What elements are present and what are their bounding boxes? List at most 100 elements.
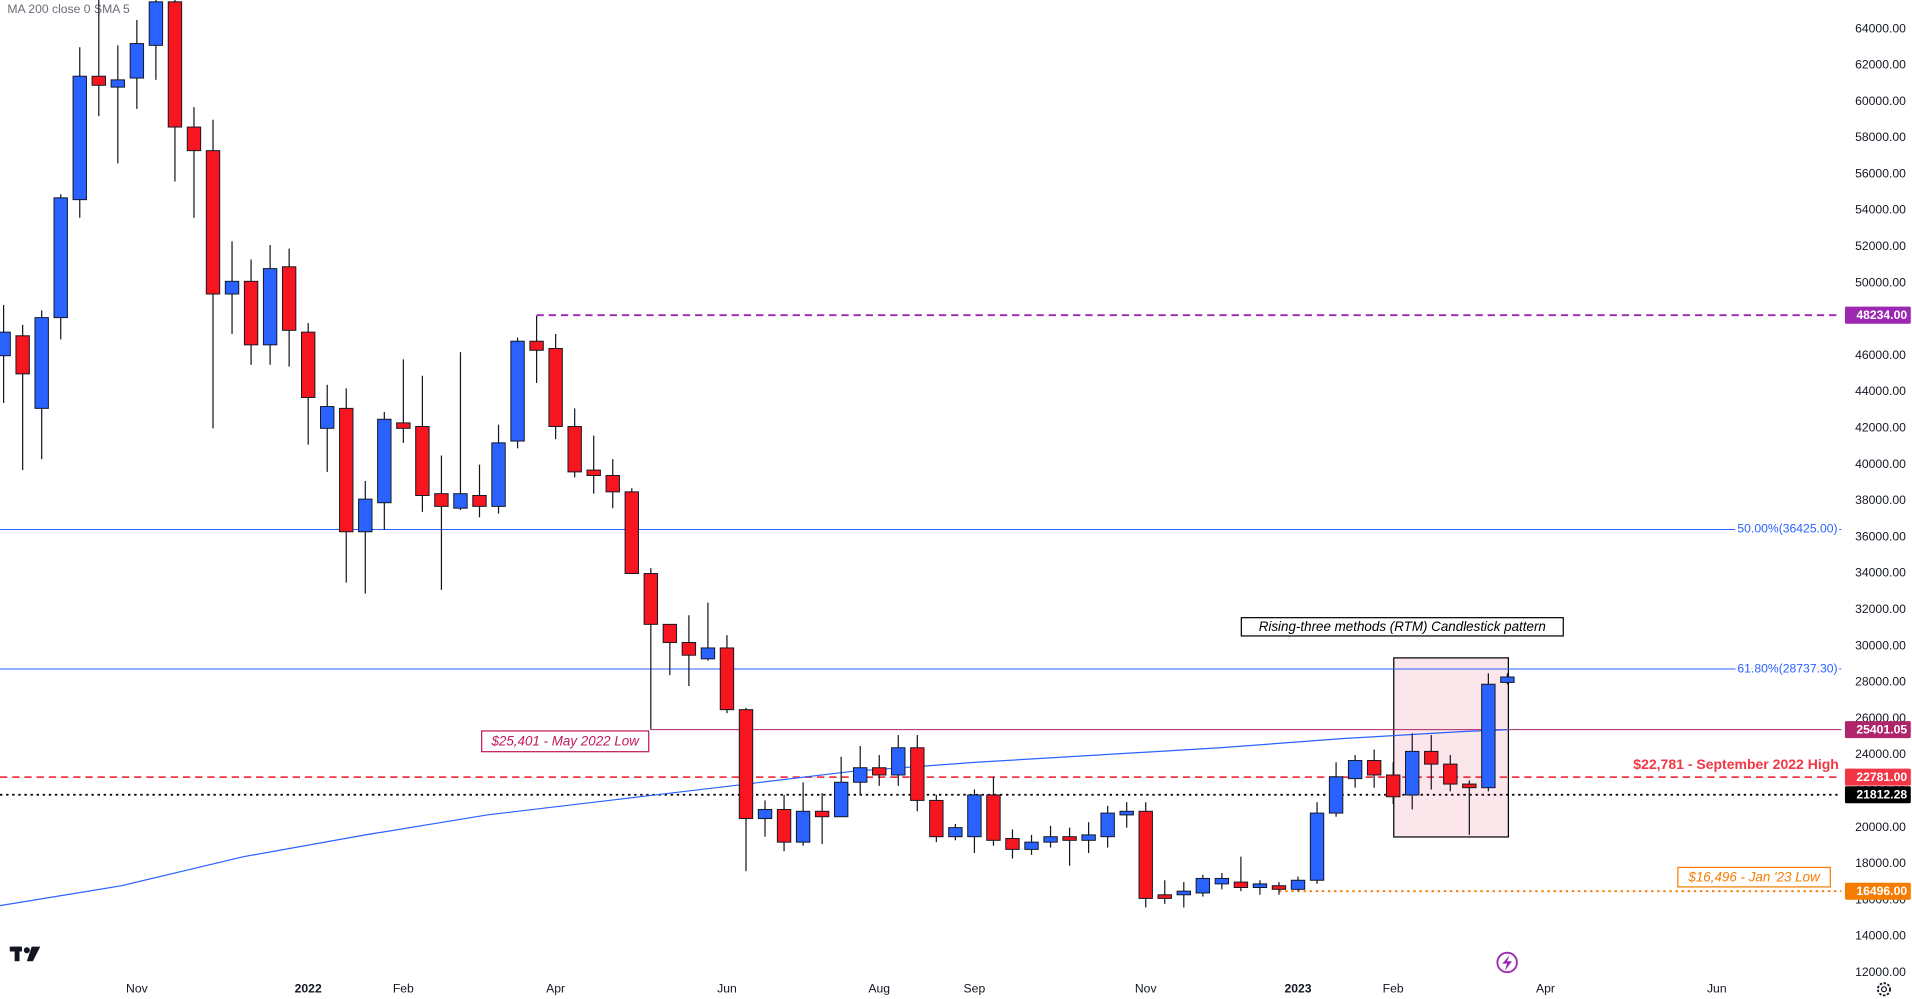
candle-body bbox=[605, 475, 620, 493]
x-tick-label: Apr bbox=[546, 981, 565, 995]
x-tick-label: Nov bbox=[126, 981, 149, 995]
candle-body bbox=[586, 469, 601, 477]
candle-body bbox=[415, 426, 430, 496]
candle-body bbox=[34, 317, 49, 409]
y-tick-label: 42000.00 bbox=[1855, 421, 1906, 435]
y-tick-label: 44000.00 bbox=[1855, 384, 1906, 398]
candle-body bbox=[795, 810, 811, 843]
candle-body bbox=[243, 280, 259, 346]
candle-body bbox=[396, 422, 411, 429]
price-label-box bbox=[1844, 721, 1911, 739]
plot-area bbox=[0, 0, 1842, 908]
tv-logo bbox=[9, 946, 41, 962]
y-tick-label: 24000.00 bbox=[1855, 747, 1906, 761]
candle-body bbox=[1481, 683, 1496, 789]
annotation-text: $16,496 - Jan '23 Low bbox=[1687, 869, 1821, 884]
x-tick-label: Apr bbox=[1536, 981, 1555, 995]
x-tick-label: Aug bbox=[868, 981, 890, 995]
y-tick-label: 32000.00 bbox=[1855, 602, 1906, 616]
candle-body bbox=[472, 494, 487, 507]
candle-body bbox=[1081, 834, 1096, 841]
candle-body bbox=[186, 126, 202, 152]
moving-average bbox=[0, 729, 1509, 907]
y-tick-label: 12000.00 bbox=[1855, 965, 1906, 979]
candle-body bbox=[1195, 877, 1211, 894]
candle-body bbox=[700, 647, 716, 660]
fib-label: 50.00%(36425.00) bbox=[1737, 522, 1837, 536]
candle-body bbox=[1214, 877, 1230, 885]
y-tick-label: 64000.00 bbox=[1855, 21, 1906, 35]
candle-body bbox=[1100, 812, 1115, 838]
candle-body bbox=[719, 647, 735, 711]
x-tick-label: Nov bbox=[1135, 981, 1158, 995]
y-tick-label: 58000.00 bbox=[1855, 130, 1906, 144]
x-tick-label: Jun bbox=[1707, 981, 1727, 995]
candle-body bbox=[205, 150, 221, 295]
candle-body bbox=[1366, 759, 1382, 776]
candle-body bbox=[15, 335, 30, 375]
y-tick-label: 46000.00 bbox=[1855, 348, 1906, 362]
candle-body bbox=[0, 331, 11, 357]
candle-body bbox=[434, 493, 449, 507]
y-tick-label: 38000.00 bbox=[1855, 493, 1906, 507]
candle-body bbox=[776, 808, 792, 843]
annotation-box bbox=[481, 730, 650, 753]
candle-body bbox=[1157, 894, 1172, 899]
candle-body bbox=[910, 747, 925, 801]
annotation-text: $22,781 - September 2022 High bbox=[1633, 756, 1839, 772]
candle-body bbox=[320, 406, 335, 429]
candle-body bbox=[833, 781, 849, 818]
annotation-box bbox=[1677, 866, 1831, 888]
candle-body bbox=[167, 1, 183, 128]
candle-body bbox=[1500, 676, 1515, 683]
candle-body bbox=[1328, 776, 1344, 814]
y-tick-label: 28000.00 bbox=[1855, 675, 1906, 689]
settings-icon[interactable] bbox=[1876, 982, 1891, 997]
candle-body bbox=[1043, 836, 1058, 843]
candle-body bbox=[891, 747, 906, 776]
x-tick-label: Jun bbox=[717, 981, 737, 995]
candle-body bbox=[1462, 783, 1477, 789]
candle-body bbox=[853, 767, 868, 783]
y-tick-label: 30000.00 bbox=[1855, 638, 1906, 652]
candle-body bbox=[1290, 879, 1306, 890]
candle-body bbox=[757, 808, 773, 820]
price-label-box bbox=[1844, 786, 1911, 804]
candle-body bbox=[662, 623, 678, 643]
candle-body bbox=[1176, 890, 1191, 896]
price-label-box bbox=[1844, 306, 1911, 324]
lightning-icon[interactable] bbox=[1496, 951, 1518, 974]
x-tick-label: 2023 bbox=[1284, 981, 1311, 995]
candle-body bbox=[224, 280, 240, 295]
y-tick-label: 40000.00 bbox=[1855, 457, 1906, 471]
candle-body bbox=[339, 407, 354, 533]
candle-body bbox=[1252, 883, 1268, 889]
candle-body bbox=[72, 75, 87, 201]
y-tick-label: 56000.00 bbox=[1855, 166, 1906, 180]
price-label: 22781.00 bbox=[1856, 770, 1907, 784]
candle-body bbox=[1005, 838, 1020, 850]
candle-body bbox=[814, 810, 830, 818]
candle-body bbox=[110, 79, 126, 88]
candle-body bbox=[1138, 810, 1153, 899]
candle-body bbox=[281, 266, 297, 331]
candle-body bbox=[1347, 759, 1363, 780]
candle-body bbox=[1405, 750, 1420, 796]
candle-body bbox=[738, 709, 754, 820]
candle-body bbox=[567, 426, 582, 473]
x-tick-label: Feb bbox=[393, 981, 414, 995]
candle-body bbox=[967, 794, 982, 838]
candle-body bbox=[986, 794, 1001, 841]
price-label: 25401.05 bbox=[1856, 722, 1907, 736]
x-tick-label: Sep bbox=[964, 981, 986, 995]
candle-body bbox=[1233, 881, 1249, 889]
price-label: 16496.00 bbox=[1856, 884, 1907, 898]
y-tick-label: 14000.00 bbox=[1855, 929, 1906, 943]
candle-body bbox=[300, 331, 316, 398]
indicator-legend: MA 200 close 0 SMA 5 bbox=[7, 2, 130, 16]
y-tick-label: 62000.00 bbox=[1855, 58, 1906, 72]
price-label: 48234.00 bbox=[1856, 308, 1907, 322]
x-tick-label: 2022 bbox=[295, 981, 322, 995]
candle-body bbox=[1309, 812, 1325, 881]
